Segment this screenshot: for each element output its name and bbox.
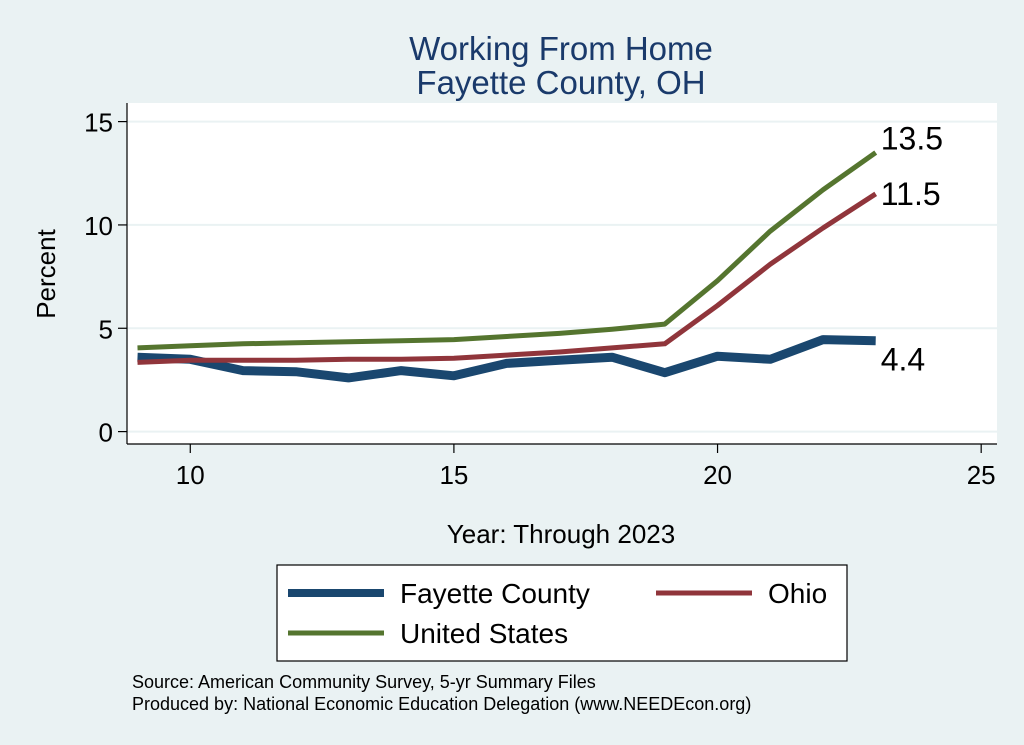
end-label-united-states: 13.5 bbox=[881, 121, 943, 157]
chart-title-line-1: Working From Home bbox=[409, 30, 713, 67]
x-tick-label-20: 20 bbox=[703, 460, 732, 490]
legend-label-united-states: United States bbox=[400, 618, 568, 649]
series-layer bbox=[137, 150, 878, 383]
end-labels: 4.4 11.5 13.5 bbox=[881, 121, 943, 378]
x-axis-title: Year: Through 2023 bbox=[447, 519, 675, 549]
x-tick-label-25: 25 bbox=[967, 460, 996, 490]
gridlines bbox=[127, 120, 997, 433]
axes: 0 5 10 15 10 15 20 25 bbox=[84, 103, 997, 490]
y-tick-label-5: 5 bbox=[99, 314, 113, 344]
legend-box bbox=[276, 564, 848, 662]
series-line-fayette-county bbox=[137, 335, 876, 383]
source-note: Source: American Community Survey, 5-yr … bbox=[132, 672, 596, 692]
y-axis-title: Percent bbox=[31, 228, 61, 318]
x-tick-label-15: 15 bbox=[439, 460, 468, 490]
series-line-ohio bbox=[137, 191, 878, 365]
end-label-fayette-county: 4.4 bbox=[881, 342, 925, 378]
y-tick-label-15: 15 bbox=[84, 108, 113, 138]
y-tick-label-0: 0 bbox=[99, 418, 113, 448]
legend: Fayette County Ohio United States bbox=[276, 564, 848, 662]
series-line-united-states bbox=[137, 150, 878, 351]
end-label-ohio: 11.5 bbox=[881, 176, 941, 212]
legend-label-ohio: Ohio bbox=[768, 578, 827, 609]
legend-label-fayette-county: Fayette County bbox=[400, 578, 590, 609]
y-tick-label-10: 10 bbox=[84, 211, 113, 241]
x-tick-label-10: 10 bbox=[176, 460, 205, 490]
produced-note: Produced by: National Economic Education… bbox=[132, 694, 751, 714]
plot-area bbox=[127, 103, 997, 444]
chart-title-line-2: Fayette County, OH bbox=[416, 64, 705, 101]
